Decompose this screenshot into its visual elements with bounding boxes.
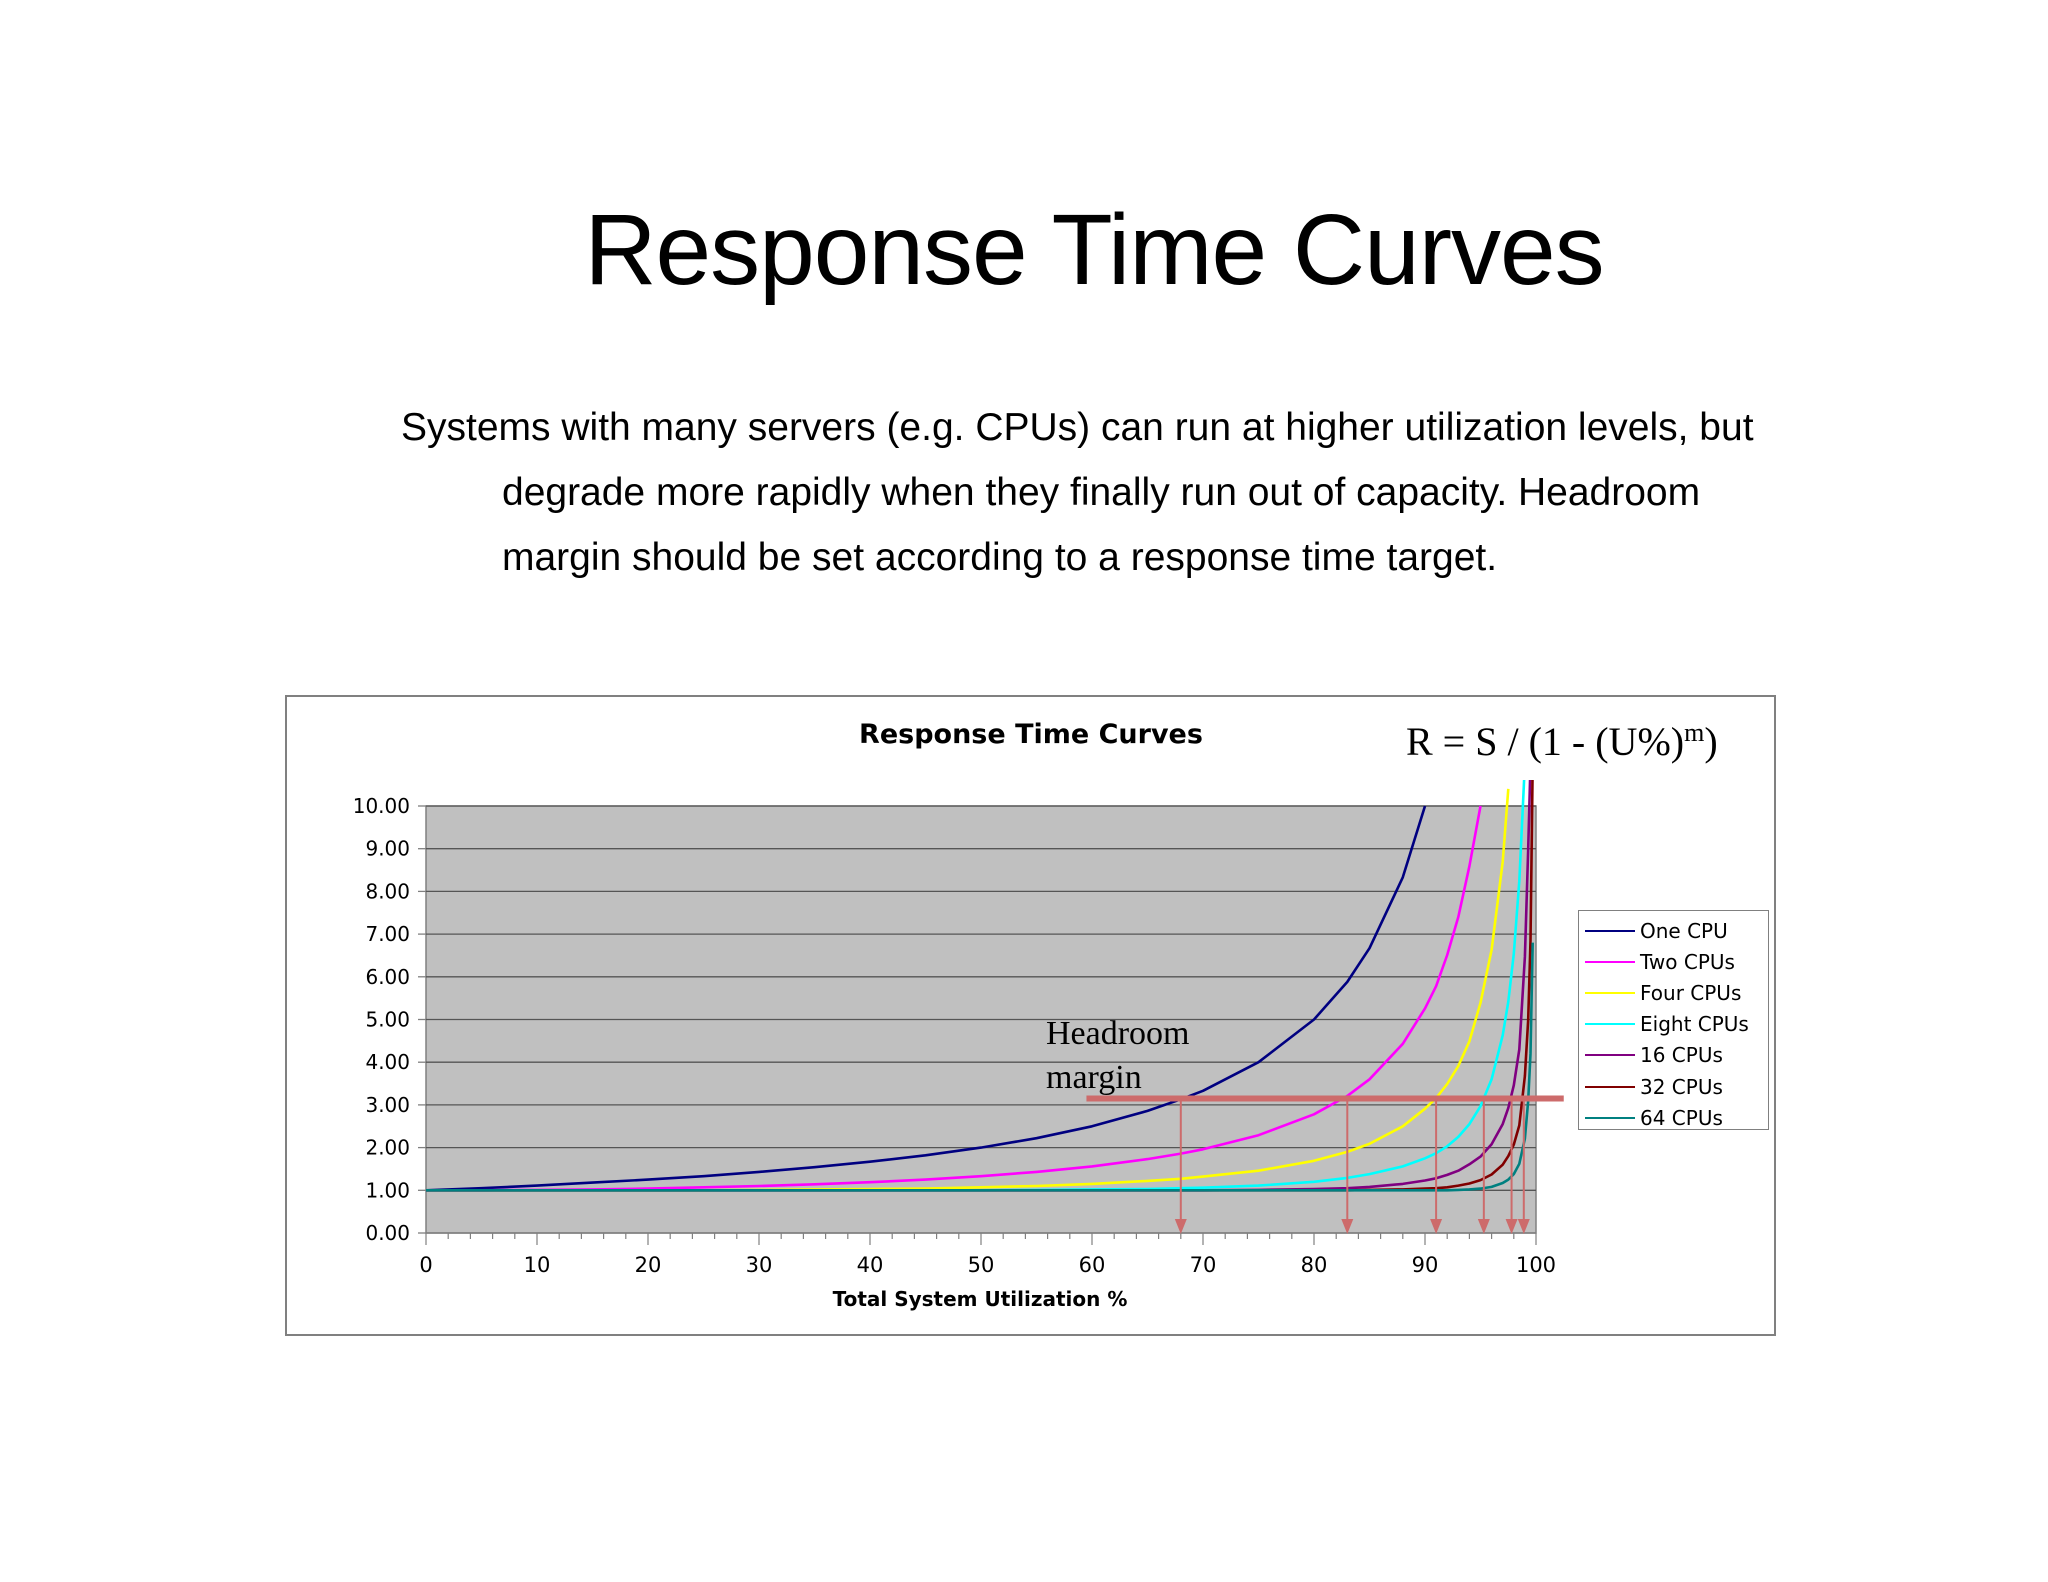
x-tick-label: 100 bbox=[1516, 1253, 1556, 1277]
y-axis: 0.00 1.00 2.00 3.00 4.00 5.00 6.00 7.00 8.00 9.00… bbox=[353, 794, 426, 1245]
x-tick-label: 60 bbox=[1079, 1253, 1106, 1277]
legend-label: One CPU bbox=[1640, 918, 1728, 943]
legend-item: One CPU bbox=[1585, 915, 1728, 946]
chart-title: Response Time Curves bbox=[859, 719, 1203, 750]
y-tick-label: 2.00 bbox=[365, 1136, 410, 1160]
legend-label: Four CPUs bbox=[1640, 980, 1742, 1005]
arrow-down-icon bbox=[1477, 1219, 1490, 1234]
legend-swatch bbox=[1585, 1085, 1635, 1088]
y-tick-label: 8.00 bbox=[365, 879, 410, 903]
x-tick-label: 20 bbox=[635, 1253, 662, 1277]
legend-swatch bbox=[1585, 1054, 1635, 1057]
x-tick-label: 80 bbox=[1301, 1253, 1328, 1277]
headroom-label-line1: Headroom bbox=[1046, 1015, 1190, 1052]
legend-swatch bbox=[1585, 1116, 1635, 1119]
chart-legend: One CPU Two CPUs Four CPUs Eight CPUs 16 CPU… bbox=[1578, 910, 1769, 1130]
y-tick-label: 1.00 bbox=[365, 1178, 410, 1202]
legend-item: Four CPUs bbox=[1585, 977, 1741, 1008]
headroom-annotation bbox=[1086, 1095, 1564, 1234]
y-tick-label: 0.00 bbox=[365, 1221, 410, 1245]
legend-item: Two CPUs bbox=[1585, 946, 1735, 977]
y-tick-label: 4.00 bbox=[365, 1050, 410, 1074]
series-line bbox=[426, 805, 1427, 1192]
legend-item: 16 CPUs bbox=[1585, 1040, 1723, 1071]
x-axis: 0 10 20 30 40 50 60 70 80 90 100 bbox=[419, 1232, 1556, 1277]
y-tick-label: 3.00 bbox=[365, 1093, 410, 1117]
y-tick-label: 10.00 bbox=[353, 794, 410, 818]
legend-swatch bbox=[1585, 1023, 1635, 1026]
arrow-down-icon bbox=[1341, 1219, 1354, 1234]
series-lines bbox=[426, 780, 1534, 1192]
x-tick-label: 10 bbox=[524, 1253, 551, 1277]
y-tick-label: 7.00 bbox=[365, 922, 410, 946]
legend-label: 64 CPUs bbox=[1640, 1105, 1723, 1130]
headroom-label-line2: margin bbox=[1046, 1059, 1142, 1096]
body-paragraph: Systems with many servers (e.g. CPUs) ca… bbox=[401, 406, 1754, 579]
formula-close: ) bbox=[1704, 719, 1717, 764]
formula-exponent: m bbox=[1684, 718, 1704, 747]
legend-label: Two CPUs bbox=[1640, 949, 1735, 974]
arrow-down-icon bbox=[1430, 1219, 1443, 1234]
arrow-down-icon bbox=[1505, 1219, 1518, 1234]
series-line bbox=[426, 942, 1534, 1192]
y-tick-label: 5.00 bbox=[365, 1008, 410, 1032]
formula-base: R = S / (1 - (U%) bbox=[1406, 719, 1684, 764]
chart-formula: R = S / (1 - (U%)m) bbox=[1406, 718, 1718, 764]
arrow-down-icon bbox=[1517, 1219, 1530, 1234]
arrow-down-icon bbox=[1174, 1219, 1187, 1234]
y-tick-label: 9.00 bbox=[365, 837, 410, 861]
legend-item: 64 CPUs bbox=[1585, 1102, 1723, 1133]
series-line bbox=[426, 805, 1482, 1192]
legend-swatch bbox=[1585, 929, 1635, 932]
x-tick-label: 0 bbox=[419, 1253, 432, 1277]
x-tick-label: 70 bbox=[1190, 1253, 1217, 1277]
y-tick-label: 6.00 bbox=[365, 965, 410, 989]
legend-item: 32 CPUs bbox=[1585, 1071, 1723, 1102]
legend-item: Eight CPUs bbox=[1585, 1009, 1749, 1040]
x-tick-label: 40 bbox=[857, 1253, 884, 1277]
legend-swatch bbox=[1585, 960, 1635, 963]
x-tick-label: 90 bbox=[1412, 1253, 1439, 1277]
x-tick-label: 50 bbox=[968, 1253, 995, 1277]
legend-label: 32 CPUs bbox=[1640, 1074, 1723, 1099]
slide-body: Systems with many servers (e.g. CPUs) ca… bbox=[401, 395, 1761, 590]
legend-label: 16 CPUs bbox=[1640, 1043, 1723, 1068]
legend-swatch bbox=[1585, 991, 1635, 994]
legend-label: Eight CPUs bbox=[1640, 1012, 1749, 1037]
x-axis-title: Total System Utilization % bbox=[833, 1287, 1128, 1311]
slide-title: Response Time Curves bbox=[584, 194, 1604, 306]
x-tick-label: 30 bbox=[746, 1253, 773, 1277]
